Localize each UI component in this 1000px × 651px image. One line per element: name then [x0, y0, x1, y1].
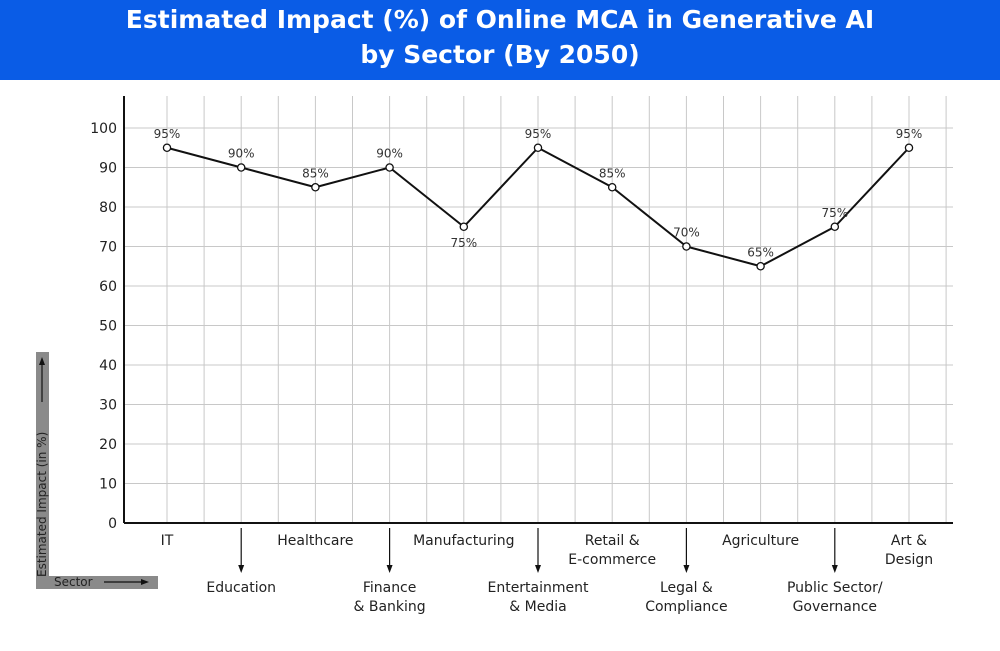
- category-label-line: Finance: [363, 580, 417, 596]
- y-tick-label: 10: [99, 477, 117, 493]
- category-label-line: & Media: [509, 599, 566, 615]
- category-label-line: Legal &: [660, 580, 713, 596]
- category-label-line: & Banking: [354, 599, 426, 615]
- chart-title-line-1: Estimated Impact (%) of Online MCA in Ge…: [125, 5, 875, 34]
- y-tick-label: 80: [99, 200, 117, 216]
- y-tick-label: 50: [99, 319, 117, 335]
- category-label: Public Sector/Governance: [787, 580, 883, 615]
- category-label-line: Compliance: [645, 599, 727, 615]
- category-label: Agriculture: [722, 533, 799, 549]
- category-arrowhead: [683, 565, 690, 573]
- data-label: 70%: [673, 226, 700, 240]
- x-category-labels: IT Education Healthcare Finance & Banking Man…: [161, 528, 933, 615]
- y-tick-label: 0: [108, 516, 117, 532]
- data-label: 75%: [450, 236, 477, 250]
- category-label: Education: [206, 580, 276, 596]
- data-point: [311, 182, 320, 192]
- data-point: [607, 182, 617, 192]
- data-point: [830, 222, 840, 231]
- y-tick-label: 40: [99, 358, 117, 374]
- data-point: [162, 143, 172, 152]
- data-label: 85%: [302, 166, 329, 180]
- data-point: [459, 222, 469, 231]
- category-label-line: Entertainment: [487, 580, 589, 596]
- grid: [124, 96, 953, 523]
- category-arrowhead: [386, 565, 393, 573]
- data-point: [682, 242, 691, 251]
- y-tick-label: 30: [99, 398, 117, 414]
- y-axis-caption-bg: [36, 352, 49, 588]
- x-axis-caption-bg: [36, 576, 158, 589]
- category-label: Healthcare: [277, 533, 353, 549]
- category-label: Legal & Compliance: [645, 580, 727, 615]
- data-labels: 95% 90% 85% 90% 75% 95% 85% 70% 65% 75% 95%: [154, 127, 923, 260]
- data-label: 75%: [821, 206, 848, 220]
- data-label: 95%: [154, 127, 181, 141]
- category-label-line: Manufacturing: [413, 533, 514, 549]
- chart-title-line-2: by Sector (By 2050): [360, 40, 640, 69]
- x-axis-caption-arrowhead: [141, 579, 149, 585]
- category-label: Retail & E-commerce: [568, 533, 656, 568]
- data-label: 95%: [525, 127, 552, 141]
- category-label-line: Retail &: [585, 533, 640, 549]
- y-tick-label: 20: [99, 437, 117, 453]
- category-label-line: Art &: [891, 533, 927, 549]
- y-tick-label: 70: [99, 240, 117, 256]
- category-label: IT: [161, 533, 174, 549]
- y-tick-label: 100: [90, 121, 117, 137]
- axes: [123, 96, 953, 524]
- category-label-line: Public Sector/: [787, 580, 883, 596]
- category-arrowhead: [238, 565, 245, 573]
- y-tick-label: 60: [99, 279, 117, 295]
- category-label-line: E-commerce: [568, 552, 656, 568]
- data-point: [756, 261, 765, 271]
- category-label-line: Design: [885, 552, 933, 568]
- category-label-line: Agriculture: [722, 533, 799, 549]
- data-point: [236, 163, 246, 172]
- y-tick-labels: 0 10 20 30 40 50 60 70 80 90 100: [90, 121, 117, 532]
- y-axis-label: Estimated Impact (in %): [35, 432, 49, 577]
- data-point: [904, 143, 914, 152]
- data-label: 85%: [599, 166, 626, 180]
- category-arrowhead: [535, 565, 541, 573]
- y-tick-label: 90: [99, 161, 117, 177]
- axis-captions: Estimated Impact (in %) Sector: [35, 352, 158, 589]
- category-label: Finance & Banking: [354, 580, 426, 615]
- category-label-line: IT: [161, 533, 174, 549]
- category-arrowhead: [831, 565, 838, 573]
- category-label: Entertainment & Media: [487, 580, 589, 615]
- data-label: 90%: [228, 147, 255, 161]
- category-label-line: Governance: [793, 599, 877, 615]
- series-impact: [162, 143, 914, 271]
- data-label: 65%: [747, 245, 774, 259]
- category-label-line: Healthcare: [277, 533, 353, 549]
- category-label-line: Education: [206, 580, 276, 596]
- y-axis-caption-arrowhead: [39, 357, 45, 365]
- category-label: Manufacturing: [413, 533, 514, 549]
- data-point: [385, 163, 394, 172]
- data-point: [533, 143, 543, 152]
- title-bar: Estimated Impact (%) of Online MCA in Ge…: [0, 0, 1000, 80]
- x-axis-label: Sector: [54, 575, 93, 589]
- data-label: 95%: [896, 127, 923, 141]
- data-label: 90%: [376, 147, 403, 161]
- category-label: Art & Design: [885, 533, 933, 568]
